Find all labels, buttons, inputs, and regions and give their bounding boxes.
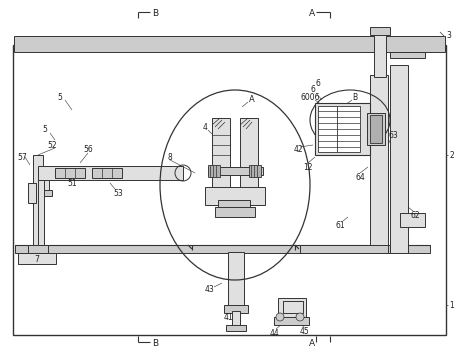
Circle shape [275,313,283,321]
Text: 2: 2 [448,150,453,159]
Bar [33,155,43,245]
Bar [207,167,263,175]
Bar [207,165,219,177]
Text: B: B [151,9,158,18]
Text: 41: 41 [223,312,232,322]
Bar [389,65,407,253]
Bar [369,75,387,245]
Text: 52: 52 [47,140,57,149]
Bar [225,325,246,331]
Text: 8: 8 [167,153,172,162]
Bar [231,311,240,327]
Text: 45: 45 [299,326,309,336]
Bar [314,103,369,155]
Text: A: A [308,339,314,348]
Text: 63: 63 [387,131,397,140]
Text: 62: 62 [409,210,419,219]
Bar [361,245,395,253]
Bar [38,180,44,245]
Text: 44: 44 [269,328,279,337]
Text: 6: 6 [310,85,315,94]
Bar [317,106,359,152]
Bar [212,118,230,190]
Bar [369,115,381,143]
Text: 12: 12 [302,163,312,172]
Text: 42: 42 [292,145,302,154]
Circle shape [295,313,303,321]
Bar [277,298,305,320]
Bar [373,32,385,77]
Bar [41,180,49,192]
Text: A: A [249,95,254,104]
Bar [228,252,243,310]
Bar [14,36,444,52]
Text: 6006: 6006 [300,93,319,102]
Text: B: B [151,339,158,348]
Bar [218,200,249,210]
Bar [28,183,36,203]
Bar [224,305,247,313]
Bar [38,166,183,180]
Bar [214,207,254,217]
Text: 5: 5 [57,93,62,102]
Bar [205,187,264,205]
Bar [15,245,429,253]
Text: 3: 3 [446,32,450,41]
Bar [28,245,48,253]
Text: B: B [352,93,357,102]
Bar [13,45,445,335]
Bar [18,253,56,264]
Text: 51: 51 [67,178,77,187]
Text: 61: 61 [335,220,344,229]
Bar [240,118,257,190]
Bar [369,27,389,35]
Bar [389,52,424,58]
Bar [366,113,384,145]
Bar [248,165,260,177]
Text: 7: 7 [34,255,39,264]
Bar [274,317,308,325]
Text: 43: 43 [205,285,214,294]
Bar [299,245,387,253]
Bar [92,168,122,178]
Text: A: A [308,9,314,18]
Text: 5: 5 [43,126,47,135]
Bar [38,190,52,196]
Text: 56: 56 [83,145,93,154]
Text: 53: 53 [113,188,123,197]
Text: 64: 64 [354,173,364,182]
Text: 57: 57 [17,153,27,162]
Text: 6: 6 [315,79,320,88]
Bar [282,301,302,313]
Text: 4: 4 [202,122,207,131]
Bar [399,213,424,227]
Text: 1: 1 [448,300,453,309]
Bar [55,168,85,178]
